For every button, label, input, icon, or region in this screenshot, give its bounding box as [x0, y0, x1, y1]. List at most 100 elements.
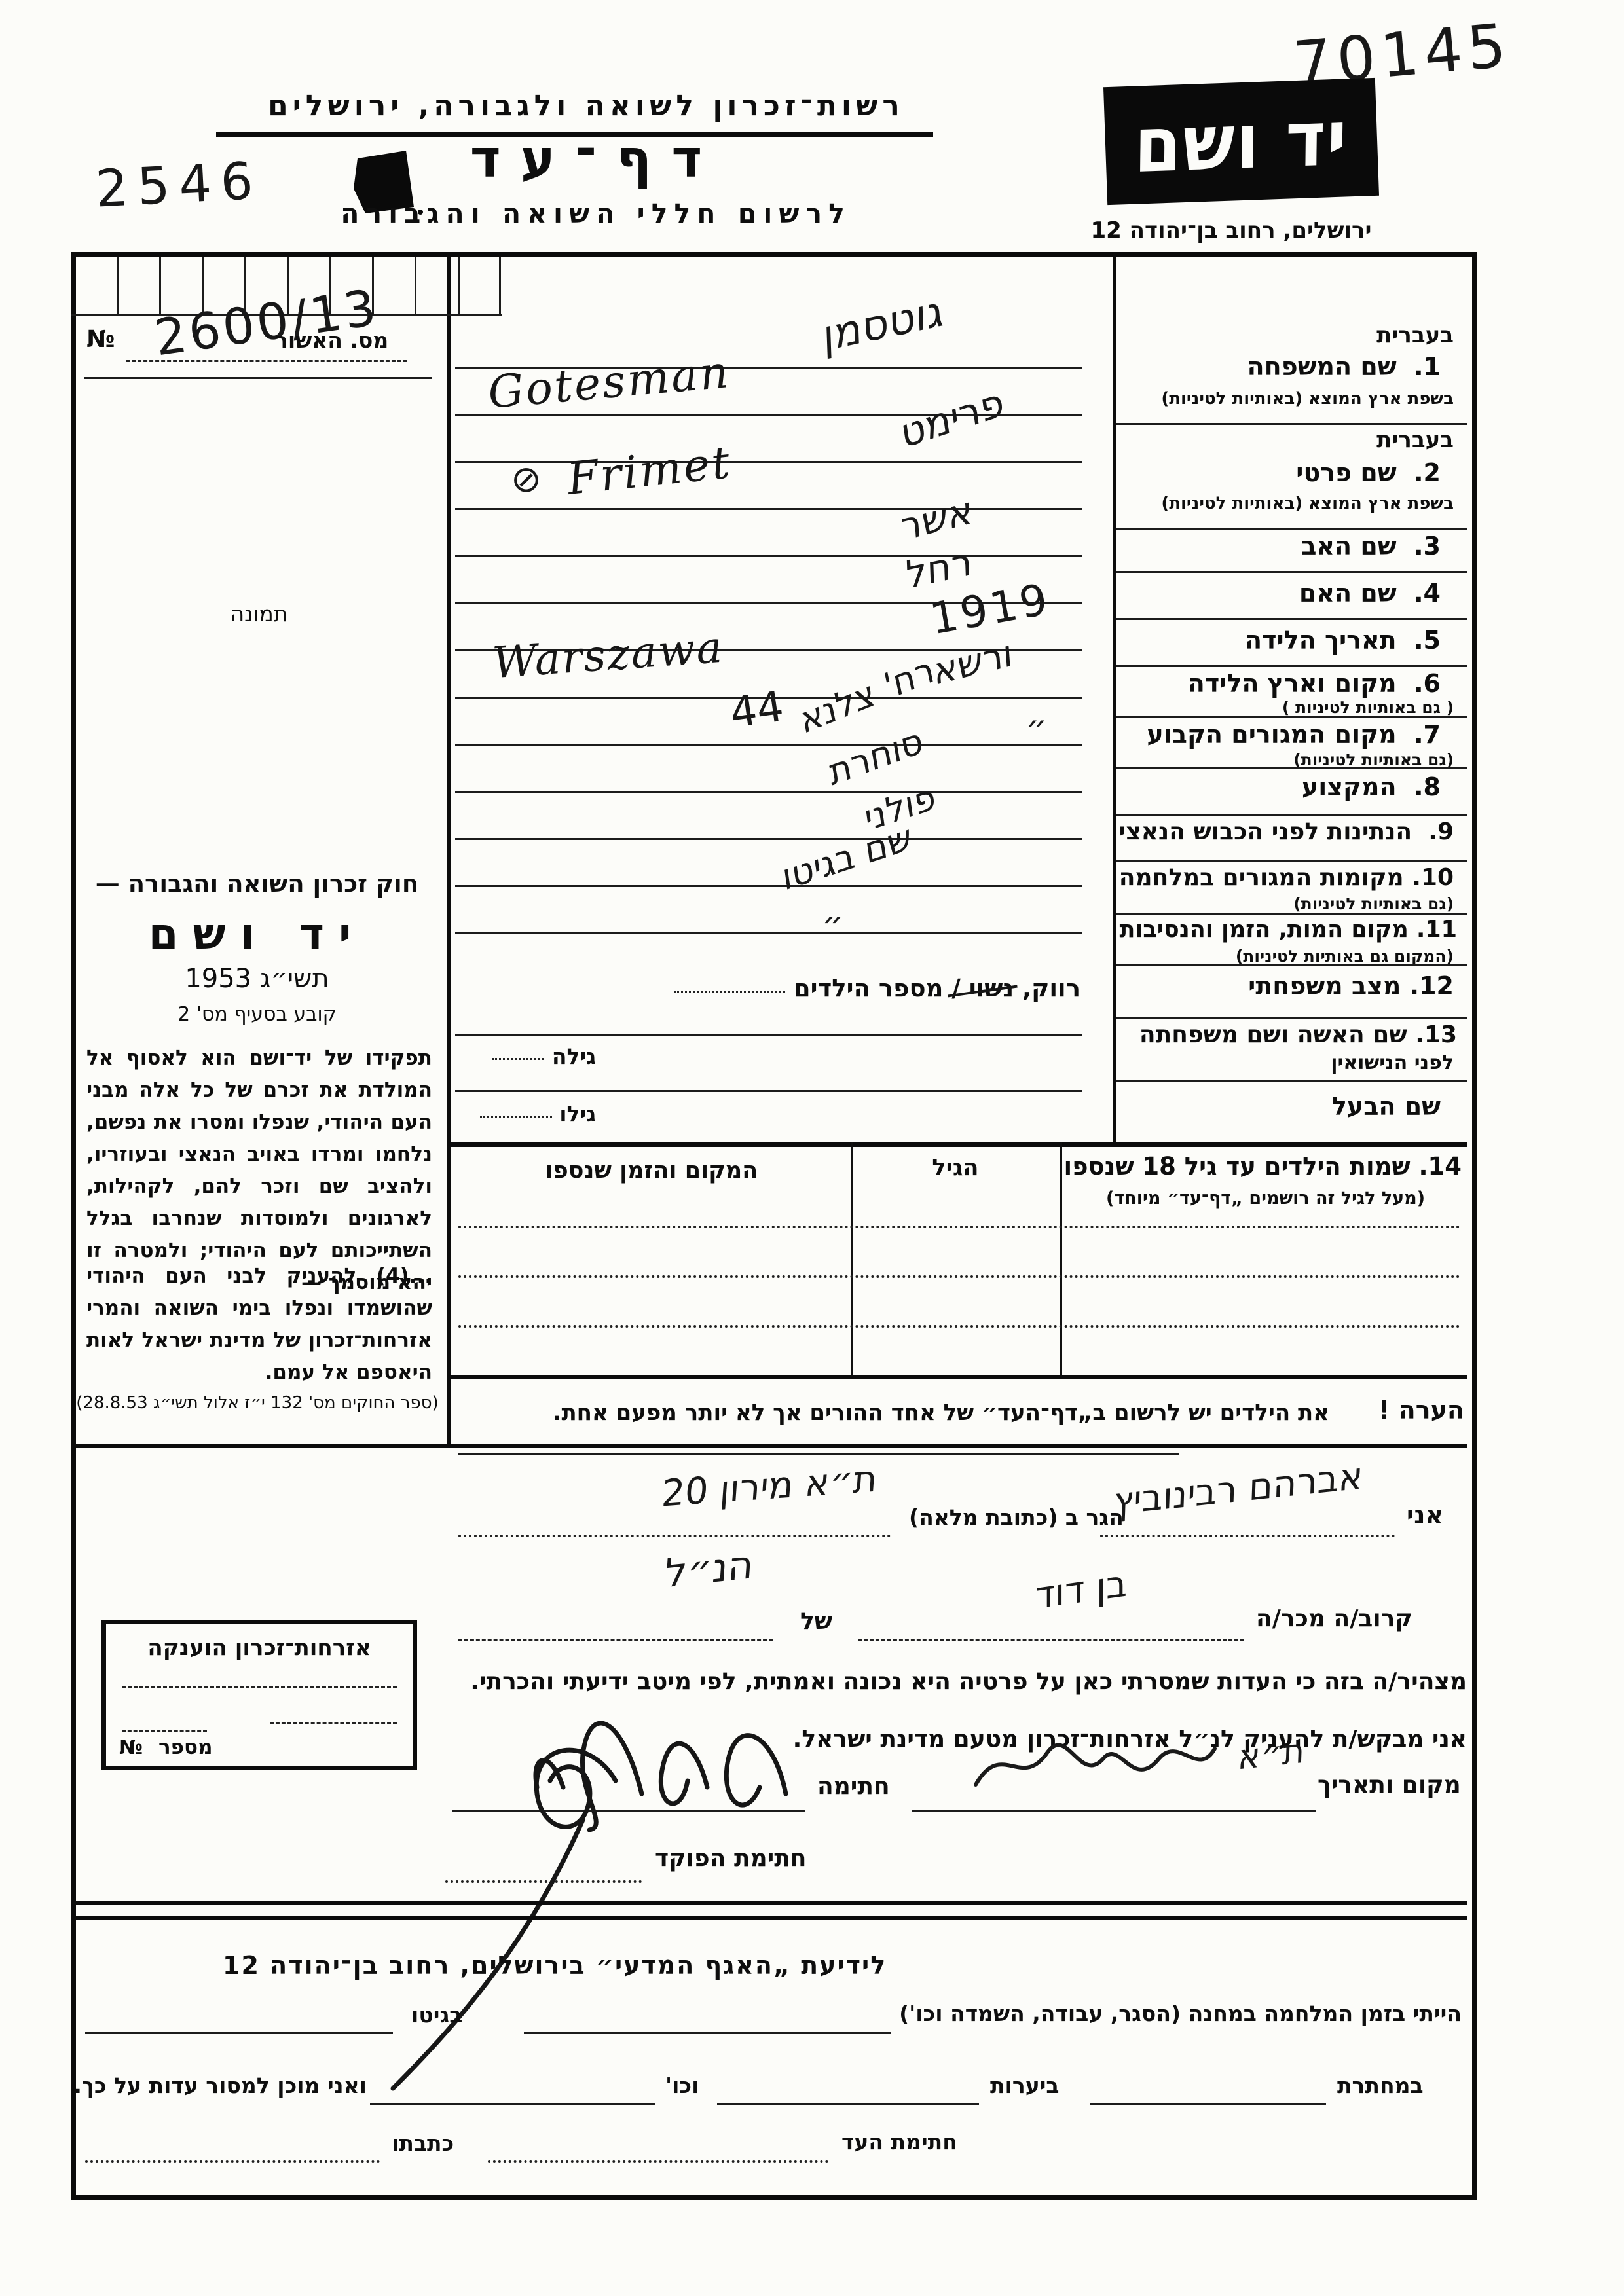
certificate-number-label: מס. האשור — [275, 327, 389, 353]
field-11-label: 11. מקום המות, הזמן והנסיבות — [1119, 917, 1457, 943]
label-sep-9 — [1116, 860, 1467, 862]
label-sep-3 — [1116, 571, 1467, 573]
relation-line — [858, 1639, 1244, 1641]
info-address-label: כתבתו — [392, 2130, 454, 2156]
field-4-number: 4. — [1414, 579, 1441, 608]
table-row-line-3 — [458, 1325, 1460, 1328]
her-age-row: גילה — [426, 1044, 596, 1069]
entry-residence-number: 44 — [727, 682, 787, 738]
info-witness-signature-label: חתימת העד — [841, 2129, 957, 2155]
note-bottom-rule-2 — [458, 1453, 1179, 1455]
field-5-label: 5. תאריך הלידה — [1133, 626, 1441, 655]
table-top-border — [451, 1142, 1467, 1147]
place-date-handwritten: ת״א — [1237, 1731, 1306, 1778]
citizenship-box-title: אזרחות־זכרון הוענקה — [147, 1635, 371, 1661]
field-13-label: 13. שם האשה ושם משפחתה — [1123, 1021, 1457, 1048]
field-2-post: בשפת ארץ המוצא (באותיות לטיניות) — [1161, 494, 1454, 513]
declaration-statement: מצהיר/ה בזה כי העדות שמסרתי כאן על פרטיה… — [470, 1668, 1467, 1695]
tick-9 — [458, 257, 460, 314]
field-6-post: ( גם באותיות לטיניות ) — [1282, 698, 1454, 717]
field-6-number: 6. — [1414, 669, 1441, 698]
note-bottom-rule — [71, 1444, 1467, 1448]
signature-underline — [452, 1810, 805, 1812]
his-age-label: גילו — [559, 1101, 596, 1127]
field-12-number: 12. — [1409, 972, 1454, 1000]
label-sep-1 — [1116, 423, 1467, 425]
field-13-number: 13. — [1415, 1021, 1457, 1048]
section-double-rule-1 — [71, 1901, 1467, 1905]
info-forests-underline — [717, 2103, 979, 2105]
field-1-number: 1. — [1414, 352, 1441, 381]
form-subtitle: לרשום חללי השואה והגבורה — [341, 198, 851, 229]
tick-6 — [329, 257, 331, 314]
field-9-label: 9. הנתינות לפני הכבוש הנאצי — [1119, 818, 1454, 845]
field-1-title: שם המשפחה — [1247, 352, 1397, 381]
table-bottom-border — [451, 1375, 1467, 1379]
info-underground-underline — [1090, 2103, 1326, 2105]
field-14-number: 14. — [1418, 1152, 1462, 1180]
declaration-residing: הגר ב (כתובת מלאה) — [909, 1504, 1124, 1530]
field-11-post: (המקום גם באותיות לטיניות) — [1235, 947, 1454, 966]
batch-number-handwritten: 2546 — [94, 151, 264, 219]
table-col-place: המקום והזמן שנספו — [545, 1157, 758, 1184]
note-label: הערה ! — [1378, 1396, 1464, 1425]
declarant-address-line — [458, 1535, 891, 1537]
declaration-i: אני — [1407, 1501, 1444, 1529]
label-sep-13 — [1116, 1080, 1467, 1082]
field-14-title: שמות הילדים עד גיל 18 שנספו — [1063, 1152, 1411, 1180]
ink-blotch — [354, 151, 423, 215]
witness-signature-scribble — [533, 1721, 788, 1832]
answer-line-9 — [455, 744, 1082, 746]
tick-5 — [287, 257, 289, 314]
entry-residence-ditto: ״ — [1025, 708, 1048, 748]
field-13-post: לפני הנישואין — [1331, 1051, 1454, 1074]
official-signature-scribble — [390, 1747, 618, 2091]
field-12-title: מצב משפחתי — [1248, 972, 1401, 1000]
field-14-post: (מעל לגיל זה רושמים „דף־עד״ מיוחד) — [1105, 1188, 1426, 1209]
label-sep-11 — [1116, 964, 1467, 966]
answer-line-2 — [455, 414, 1082, 416]
label-sep-6 — [1116, 716, 1467, 718]
note-text: את הילדים יש לרשום ב„דף־העד״ של אחד ההור… — [553, 1400, 1329, 1426]
field-2-pre: בעברית — [1376, 427, 1454, 453]
her-age-dots — [492, 1058, 545, 1060]
answer-line-8 — [455, 697, 1082, 699]
husband-label: שם הבעל — [1331, 1092, 1441, 1121]
tick-4 — [244, 257, 246, 314]
tick-7 — [372, 257, 374, 314]
answer-line-6 — [455, 602, 1082, 604]
field-14-label: 14. שמות הילדים עד גיל 18 שנספו — [1064, 1152, 1462, 1180]
photo-box-label: תמונה — [230, 601, 288, 627]
field-5-number: 5. — [1414, 626, 1441, 655]
answer-line-7 — [455, 649, 1082, 651]
field-3-title: שם האב — [1301, 532, 1397, 560]
place-date-label: מקום ותאריך — [1318, 1772, 1461, 1798]
field-7-label: 7. מקום המגורים הקבוע — [1133, 720, 1441, 749]
answer-line-12 — [455, 885, 1082, 887]
table-divider-age-left — [851, 1142, 853, 1379]
table-divider-age-right — [1060, 1142, 1062, 1379]
field-10-label: 10. מקומות המגורים במלחמה — [1119, 864, 1454, 891]
marital-children-label: מספר הילדים — [793, 974, 944, 1002]
field-11-title: מקום המות, הזמן והנסיבות — [1119, 917, 1409, 943]
citizenship-box-line-3 — [122, 1730, 207, 1732]
tick-strip-underline — [71, 314, 502, 316]
tick-1 — [117, 257, 119, 314]
info-camp-underline — [524, 2032, 891, 2034]
field-10-post: (גם באותיות לטיניות) — [1293, 894, 1454, 913]
answer-line-11 — [455, 838, 1082, 840]
field-8-label: 8. המקצוע — [1133, 773, 1441, 801]
place-date-underline — [912, 1810, 1316, 1812]
field-2-number: 2. — [1414, 458, 1441, 487]
law-source: (ספר החוקים מס' 132 י״ז אלול תשי״ג 28.8.… — [76, 1393, 439, 1413]
info-ready-text: ואני מוכן למסור עדות על כך. — [73, 2073, 367, 2098]
info-header: לידיעת „האגף המדעי״ בירושלים, רחוב בן־יה… — [223, 1951, 887, 1980]
logo-address: ירושלים, רחוב בן־יהודה 12 — [1090, 217, 1372, 244]
label-sep-8 — [1116, 814, 1467, 816]
field-13-title: שם האשה ושם משפחתה — [1139, 1021, 1407, 1048]
column-divider-left — [447, 252, 451, 1447]
field-2-title: שם פרטי — [1296, 458, 1397, 487]
law-heading: חוק זכרון השואה והגבורה — — [95, 869, 419, 898]
tick-10 — [499, 257, 501, 314]
